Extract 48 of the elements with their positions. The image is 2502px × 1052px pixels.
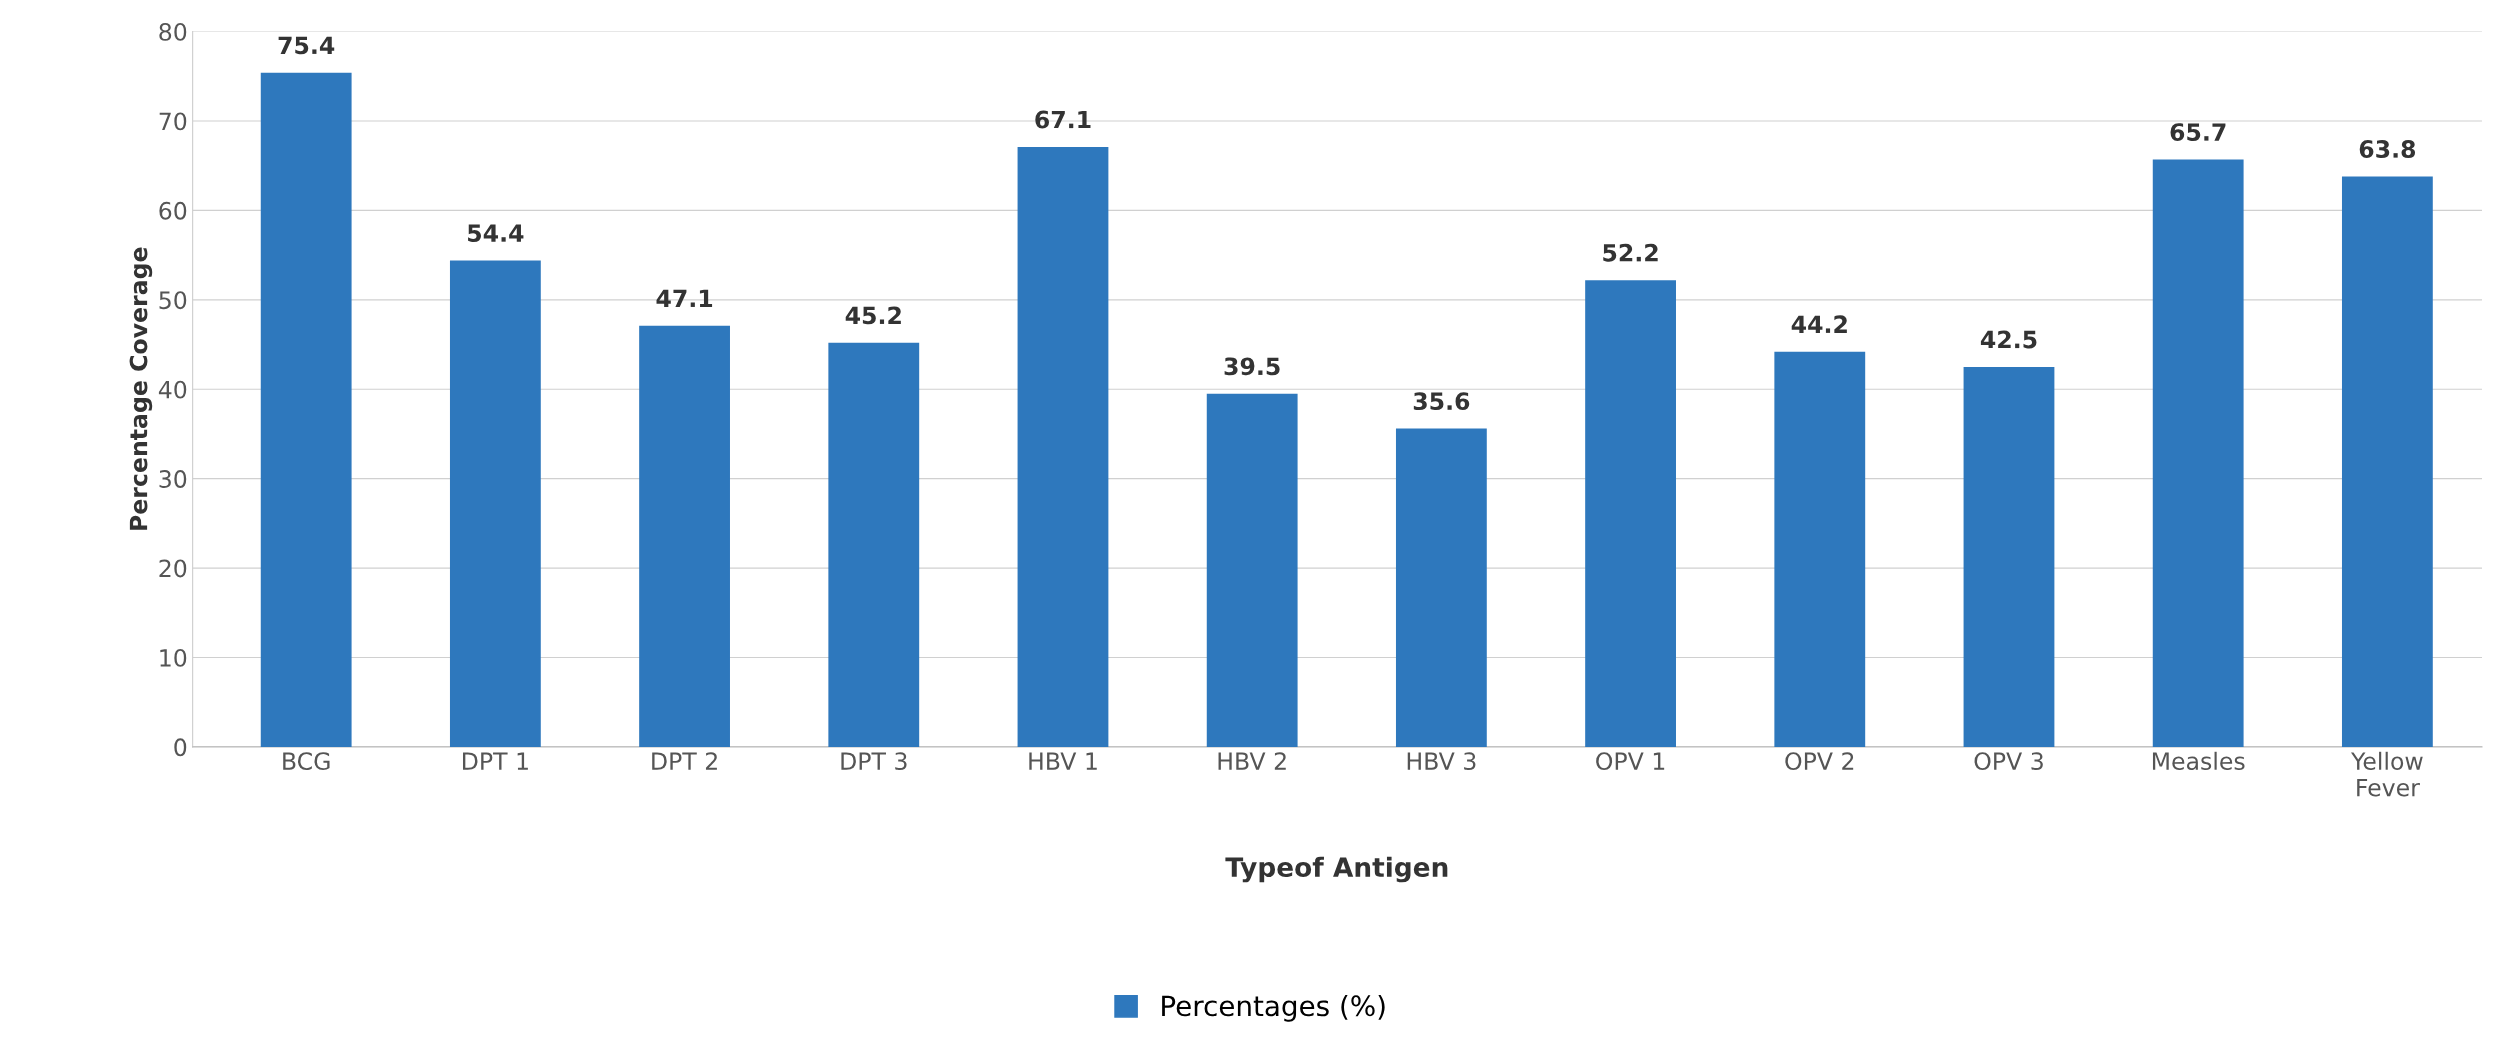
bar <box>1395 428 1487 747</box>
legend-label: Percentages (%) <box>1162 994 1385 1022</box>
data-label: 35.6 <box>1413 392 1470 411</box>
bar <box>639 325 730 747</box>
bar <box>2341 176 2433 747</box>
x-tick-label: Measles <box>2152 751 2245 771</box>
data-label: 47.1 <box>656 289 713 307</box>
data-label: 75.4 <box>278 36 335 55</box>
x-tick-label: OPV 2 <box>1785 752 1854 771</box>
x-tick-label: HBV 1 <box>1029 752 1097 770</box>
bar <box>2152 159 2244 747</box>
data-label: 63.8 <box>2359 140 2416 158</box>
data-label: 45.2 <box>845 306 901 325</box>
bar <box>828 342 920 747</box>
bar <box>1963 366 2055 747</box>
y-tick-label: 80 <box>159 23 187 41</box>
data-label: 54.4 <box>468 224 524 243</box>
data-label: 42.5 <box>1980 330 2037 349</box>
bar <box>260 72 352 747</box>
y-tick-label: 70 <box>159 112 187 131</box>
data-label: 65.7 <box>2170 123 2226 141</box>
y-tick-label: 50 <box>159 291 187 310</box>
bar <box>1017 146 1109 747</box>
x-tick-label: DPT 2 <box>652 752 717 770</box>
bar <box>1585 280 1676 747</box>
bar <box>449 260 541 747</box>
bar <box>1206 393 1298 747</box>
y-tick-label: 20 <box>159 559 187 578</box>
y-tick-label: 0 <box>174 738 187 757</box>
y-axis-title: Percentage Coverage <box>129 247 153 530</box>
data-label: 39.5 <box>1224 357 1280 376</box>
y-tick-label: 30 <box>159 470 187 488</box>
x-tick-label: DPT 3 <box>841 752 907 771</box>
data-label: 52.2 <box>1603 243 1658 262</box>
x-tick-label: HBV 3 <box>1407 752 1476 771</box>
x-tick-label: Yellow Fever <box>2350 751 2423 797</box>
y-tick-label: 40 <box>158 380 187 399</box>
x-tick-label: OPV 3 <box>1974 752 2043 771</box>
y-tick-label: 10 <box>160 648 187 667</box>
data-label: 44.2 <box>1791 315 1847 333</box>
x-axis-title: Typeof Antigen <box>1225 856 1448 883</box>
x-tick-label: OPV 1 <box>1596 752 1665 771</box>
x-tick-label: BCG <box>283 752 330 771</box>
bar <box>1774 351 1866 747</box>
data-label: 67.1 <box>1035 110 1091 129</box>
x-tick-label: DPT 1 <box>463 752 528 770</box>
y-tick-label: 60 <box>159 201 187 220</box>
x-tick-label: HBV 2 <box>1218 752 1286 770</box>
